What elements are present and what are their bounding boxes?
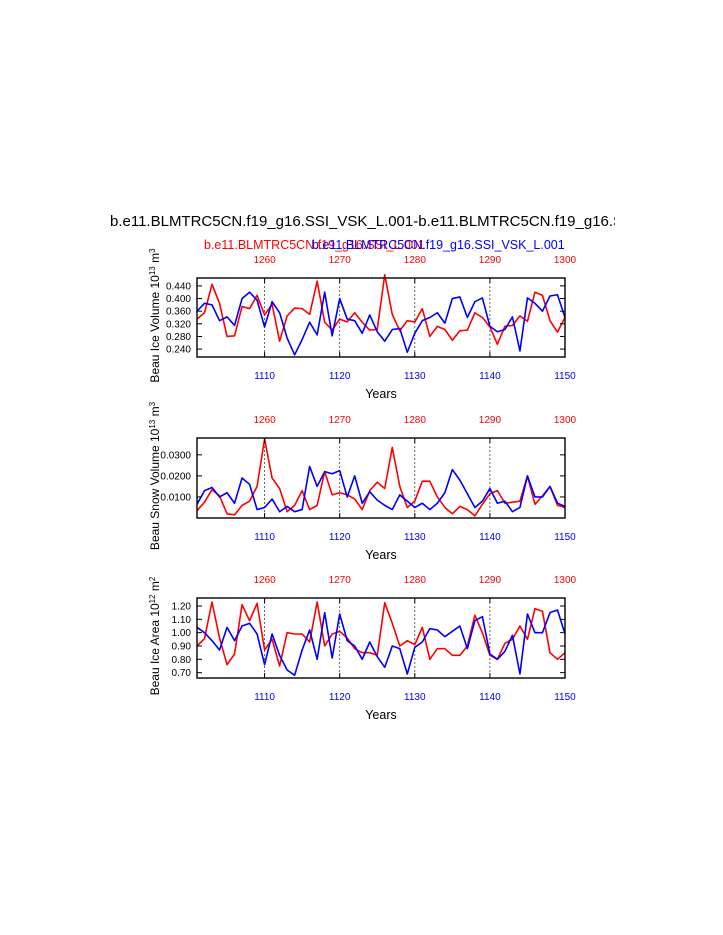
panel2-xtick-bottom-label: 1130 <box>404 532 426 543</box>
panel3-ytick-label: 1.00 <box>172 628 192 639</box>
subtitle-red-series: b.e11.BLMTRC5CN.f19_g16.SSI_L.001 <box>204 238 425 252</box>
panel3-xtick-top-label: 1300 <box>554 575 577 586</box>
panel1-xtick-bottom-label: 1140 <box>479 371 501 382</box>
panel1-xtick-top-label: 1300 <box>554 255 577 266</box>
panel1-xtick-bottom-label: 1120 <box>329 371 351 382</box>
panel2-ylabel: Beau Snow Volume 1013 m3 <box>148 401 163 550</box>
panel1-ytick-label: 0.280 <box>166 332 191 343</box>
panel3-ytick-label: 1.20 <box>172 602 192 613</box>
panel1-xlabel: Years <box>365 387 397 401</box>
panel2-xtick-bottom-label: 1140 <box>479 532 501 543</box>
panel1-xtick-top-label: 1290 <box>479 255 502 266</box>
panel1-ytick-label: 0.400 <box>166 294 191 305</box>
panel3-xlabel: Years <box>365 708 397 722</box>
panel1-ylabel: Beau Ice Volume 1013 m3 <box>148 248 163 383</box>
panel2-xtick-top-label: 1290 <box>479 415 502 426</box>
panel1-xtick-top-label: 1270 <box>329 255 352 266</box>
panel2-ytick-label: 0.0200 <box>160 471 191 482</box>
panel3-xtick-top-label: 1290 <box>479 575 502 586</box>
panel2-ytick-label: 0.0300 <box>160 450 191 461</box>
panel3-ytick-label: 0.90 <box>172 642 192 653</box>
panel3-xtick-bottom-label: 1140 <box>479 692 501 703</box>
subtitle-blue-series: b.e11.BLMTRC5CN.f19_g16.SSI_VSK_L.001 <box>312 238 565 252</box>
panel2-plot-frame <box>196 437 566 519</box>
panel2-series-blue-line <box>196 465 566 513</box>
panel2-xtick-top-label: 1260 <box>253 415 276 426</box>
panel2-xtick-bottom-label: 1120 <box>329 532 351 543</box>
panel3-plot-frame <box>196 597 566 679</box>
panel2-xtick-top-label: 1280 <box>404 415 427 426</box>
panel1-series-blue-line <box>196 291 566 356</box>
panel1-series-red-line <box>196 274 566 346</box>
panel3-ytick-label: 0.80 <box>172 655 192 666</box>
panel1-ytick-label: 0.320 <box>166 319 191 330</box>
panel1-xtick-bottom-label: 1150 <box>554 371 576 382</box>
panel3-xtick-bottom-label: 1120 <box>329 692 351 703</box>
panel2-xtick-top-label: 1300 <box>554 415 577 426</box>
panel1-xtick-bottom-label: 1130 <box>404 371 426 382</box>
panel2-series-red-line <box>196 438 566 517</box>
panel2-xtick-top-label: 1270 <box>329 415 352 426</box>
panel1-ytick-label: 0.360 <box>166 307 191 318</box>
panel3-xtick-bottom-label: 1110 <box>254 692 275 703</box>
figure-title: b.e11.BLMTRC5CN.f19_g16.SSI_VSK_L.001-b.… <box>110 213 615 230</box>
panel3-xtick-bottom-label: 1130 <box>404 692 426 703</box>
panel3-xtick-top-label: 1260 <box>253 575 276 586</box>
panel3-series-blue-line <box>196 609 566 677</box>
panel3-ylabel: Beau Ice Area 1012 m2 <box>148 576 163 695</box>
panel1-plot-frame <box>196 277 566 358</box>
panel2-xtick-bottom-label: 1150 <box>554 532 576 543</box>
panel1-ytick-label: 0.240 <box>166 345 191 356</box>
panel3-ytick-label: 1.10 <box>172 615 192 626</box>
panel3-xtick-top-label: 1270 <box>329 575 352 586</box>
panel2-ytick-label: 0.0100 <box>160 492 191 503</box>
panel1-xtick-bottom-label: 1110 <box>254 371 275 382</box>
panel3-ytick-label: 0.70 <box>172 668 192 679</box>
panel3-series-red-line <box>196 601 566 667</box>
panel1-ytick-label: 0.440 <box>166 281 191 292</box>
panel3-xtick-bottom-label: 1150 <box>554 692 576 703</box>
panel2-xtick-bottom-label: 1110 <box>254 532 275 543</box>
panel3-xtick-top-label: 1280 <box>404 575 427 586</box>
panel1-xtick-top-label: 1280 <box>404 255 427 266</box>
panel1-xtick-top-label: 1260 <box>253 255 276 266</box>
panel2-xlabel: Years <box>365 548 397 562</box>
